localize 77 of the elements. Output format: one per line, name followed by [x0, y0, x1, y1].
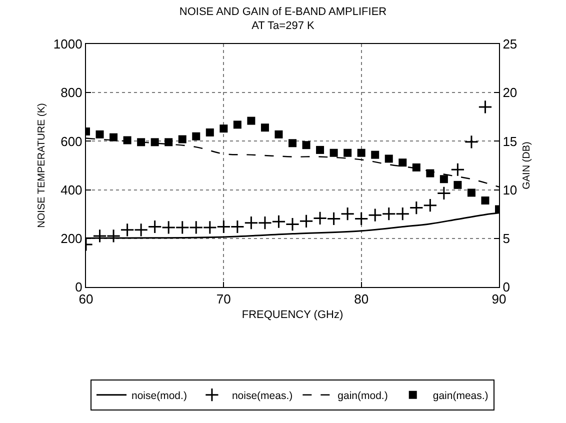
- point: [162, 220, 176, 235]
- point: [288, 139, 296, 148]
- point: [382, 206, 396, 221]
- point: [274, 130, 283, 138]
- y-tick-label: 800: [60, 85, 82, 100]
- point: [368, 208, 382, 222]
- x-axis-title: FREQUENCY (GHz): [242, 308, 344, 321]
- y-tick-label: 1000: [53, 36, 82, 52]
- point: [326, 212, 341, 226]
- legend-label: gain(mod.): [338, 390, 388, 402]
- y2-tick-label: 15: [502, 134, 518, 149]
- point: [354, 212, 368, 226]
- point: [247, 116, 256, 125]
- point: [478, 100, 492, 114]
- y2-tick-label: 25: [502, 36, 518, 52]
- legend-label: gain(meas.): [432, 390, 488, 402]
- point: [464, 134, 479, 149]
- y-axis-title: NOISE TEMPERATURE (K): [36, 103, 48, 228]
- point: [192, 132, 200, 140]
- y2-tick-label: 10: [502, 182, 518, 198]
- point: [371, 150, 380, 159]
- point: [357, 148, 366, 157]
- point: [106, 228, 121, 244]
- point: [398, 158, 407, 167]
- point: [409, 200, 424, 215]
- point: [396, 206, 410, 221]
- point: [450, 162, 465, 177]
- point: [148, 220, 162, 234]
- point: [340, 206, 355, 221]
- point: [330, 148, 338, 157]
- x-tick-label: 80: [354, 292, 369, 307]
- point: [285, 217, 300, 232]
- point: [481, 196, 490, 204]
- point: [467, 188, 476, 197]
- point: [426, 169, 434, 178]
- point: [454, 180, 462, 189]
- point: [412, 163, 420, 172]
- point: [260, 124, 269, 132]
- point: [272, 214, 286, 229]
- point: [316, 146, 324, 154]
- point: [440, 175, 448, 184]
- y2-tick-label: 5: [502, 230, 510, 246]
- point: [344, 148, 352, 157]
- point: [299, 214, 314, 228]
- y-tick-label: 600: [60, 134, 82, 149]
- point: [123, 136, 132, 144]
- x-tick-label: 70: [216, 292, 231, 307]
- point: [134, 222, 148, 237]
- point: [220, 124, 228, 133]
- y-tick-label: 200: [60, 230, 82, 246]
- point: [202, 220, 217, 235]
- point: [175, 220, 190, 235]
- legend-label: noise(mod.): [132, 390, 187, 402]
- chart-title: NOISE AND GAIN of E-BAND AMPLIFIER AT Ta=297 K: [179, 6, 387, 32]
- point: [216, 220, 231, 234]
- y2-axis-title: GAIN (DB): [522, 142, 533, 190]
- point: [137, 138, 146, 146]
- point: [312, 211, 328, 226]
- y-tick-label: 400: [60, 182, 82, 198]
- point: [178, 135, 186, 144]
- point: [384, 154, 393, 163]
- point: [258, 216, 272, 230]
- point: [189, 220, 204, 235]
- point: [150, 138, 159, 146]
- y2-tick-label: 20: [502, 85, 518, 100]
- point: [233, 120, 242, 129]
- point: [110, 133, 118, 142]
- point: [120, 222, 134, 237]
- point: [96, 130, 104, 138]
- legend-label: noise(meas.): [232, 390, 293, 402]
- point: [302, 141, 310, 150]
- point: [436, 186, 451, 200]
- point: [423, 198, 438, 212]
- point: [164, 138, 173, 146]
- point: [244, 216, 258, 230]
- point: [230, 220, 244, 234]
- point: [206, 128, 214, 136]
